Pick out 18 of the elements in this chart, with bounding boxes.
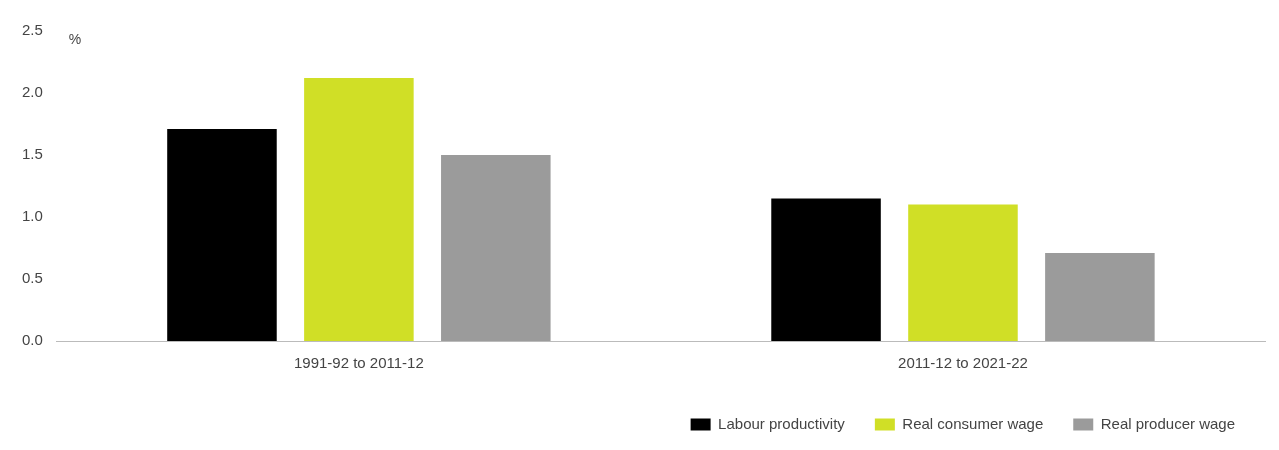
legend-label: Labour productivity <box>718 414 846 432</box>
bar <box>167 128 277 341</box>
bar <box>304 78 414 341</box>
bar <box>1045 252 1155 341</box>
y-axis-title: % <box>68 30 82 47</box>
y-tick-label: 0.5 <box>21 269 43 287</box>
legend-label: Real consumer wage <box>902 414 1044 432</box>
bar <box>908 204 1018 341</box>
y-tick-label: 0.0 <box>21 331 43 349</box>
y-tick-label: 2.5 <box>21 21 43 39</box>
bar <box>771 198 881 341</box>
x-tick-label: 1991-92 to 2011-12 <box>293 354 424 372</box>
bar <box>441 155 551 341</box>
legend-label: Real producer wage <box>1100 414 1235 432</box>
y-tick-label: 2.0 <box>21 83 43 101</box>
x-tick-label: 2011-12 to 2021-22 <box>898 354 1028 372</box>
y-tick-label: 1.0 <box>21 207 43 225</box>
y-tick-label: 1.5 <box>21 145 43 163</box>
